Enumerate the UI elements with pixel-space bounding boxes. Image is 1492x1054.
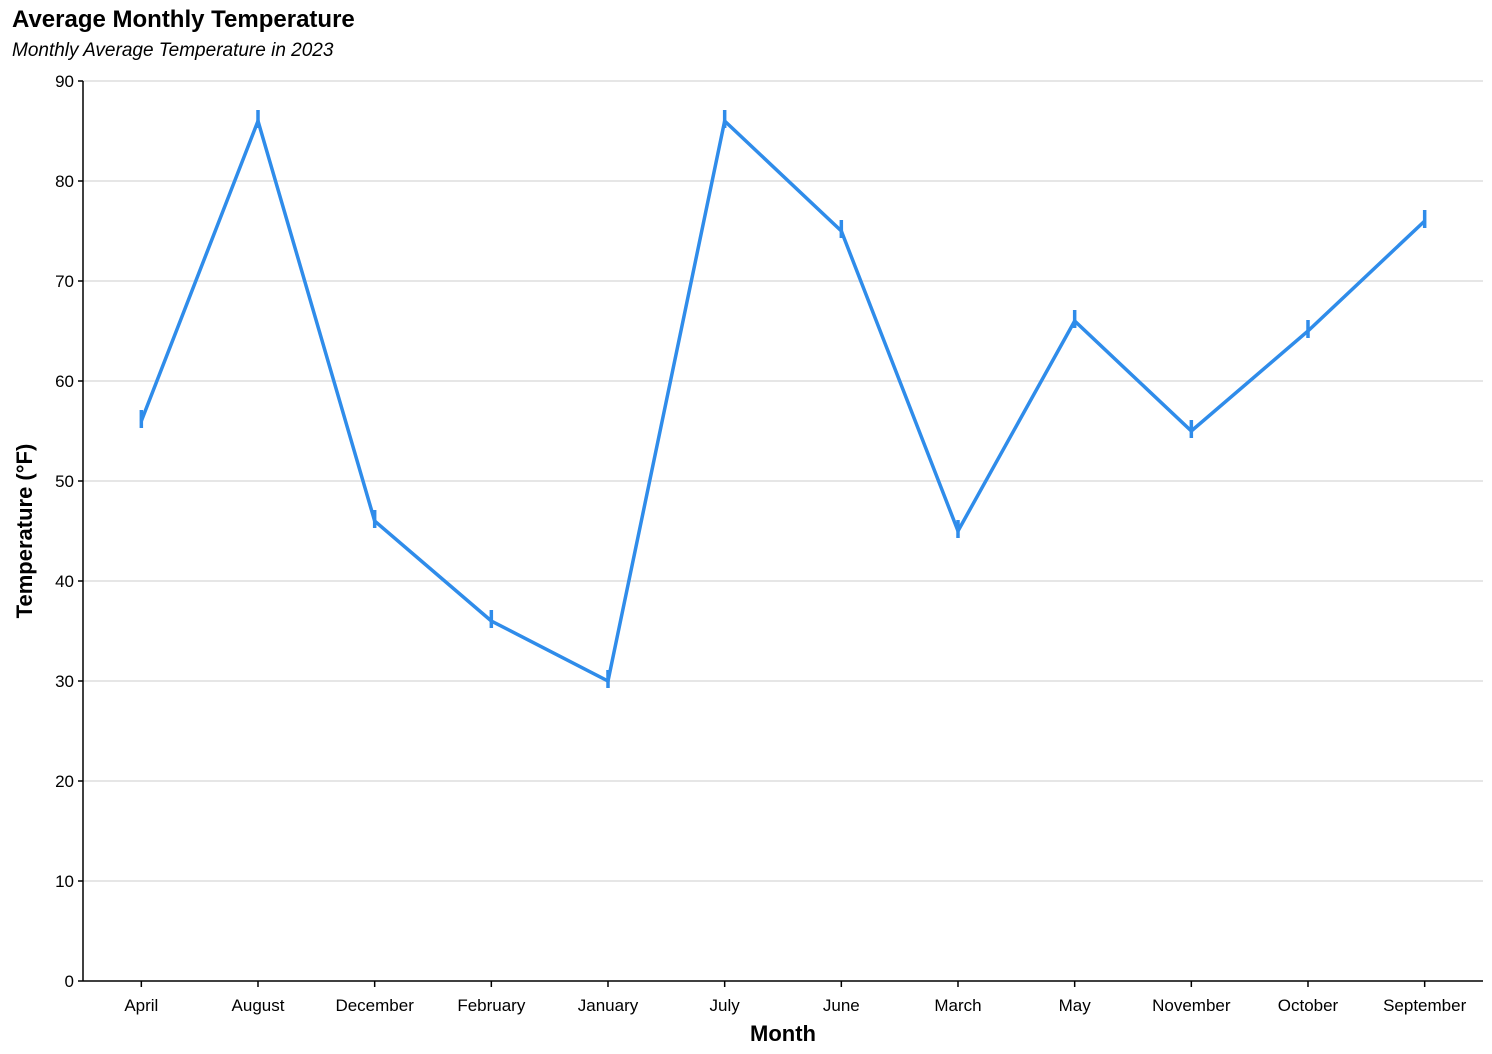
x-tick-label: November bbox=[1152, 996, 1231, 1015]
x-tick-label: February bbox=[457, 996, 526, 1015]
chart-subtitle: Monthly Average Temperature in 2023 bbox=[12, 40, 334, 61]
y-tick-label: 30 bbox=[55, 672, 74, 691]
y-axis-title: Temperature (°F) bbox=[12, 444, 37, 619]
y-tick-label: 70 bbox=[55, 272, 74, 291]
x-axis-title: Month bbox=[750, 1021, 816, 1046]
x-tick-label: January bbox=[578, 996, 639, 1015]
y-tick-label: 50 bbox=[55, 472, 74, 491]
x-tick-label: December bbox=[335, 996, 414, 1015]
y-tick-label: 80 bbox=[55, 172, 74, 191]
y-tick-label: 40 bbox=[55, 572, 74, 591]
y-tick-label: 60 bbox=[55, 372, 74, 391]
x-tick-label: June bbox=[823, 996, 860, 1015]
y-tick-label: 20 bbox=[55, 772, 74, 791]
y-tick-label: 0 bbox=[65, 972, 74, 991]
x-tick-label: October bbox=[1278, 996, 1339, 1015]
series-line bbox=[139, 115, 1426, 684]
x-tick-label: May bbox=[1059, 996, 1092, 1015]
x-tick-label: July bbox=[710, 996, 741, 1015]
x-tick-label: August bbox=[232, 996, 285, 1015]
axis-layer: 0 10 20 30 40 50 60 70 80 90 April August December Fe… bbox=[55, 72, 1483, 1015]
x-tick-label: March bbox=[934, 996, 981, 1015]
x-tick-label: April bbox=[124, 996, 158, 1015]
x-tick-label: September bbox=[1383, 996, 1466, 1015]
y-tick-label: 10 bbox=[55, 872, 74, 891]
series-layer bbox=[139, 110, 1427, 688]
y-tick-label: 90 bbox=[55, 72, 74, 91]
grid-layer bbox=[83, 80, 1483, 882]
chart-title: Average Monthly Temperature bbox=[12, 6, 355, 33]
